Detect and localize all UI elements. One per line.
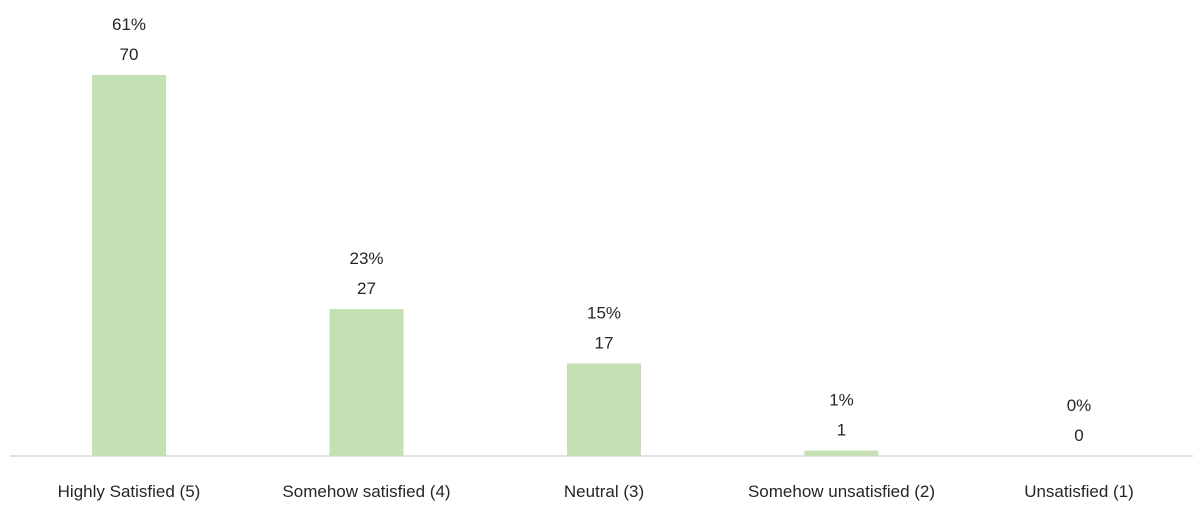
value-labels-layer: 61% 70 23% 27 15% 17 1% 1 0% 0 (112, 15, 1091, 445)
category-tick-label: Highly Satisfied (5) (58, 482, 201, 501)
category-tick-label: Unsatisfied (1) (1024, 482, 1134, 501)
bars-layer (92, 75, 879, 456)
bar (804, 450, 879, 456)
bar (92, 75, 166, 456)
percent-data-label: 61% (112, 15, 146, 34)
percent-data-label: 0% (1067, 396, 1092, 415)
count-data-label: 70 (120, 45, 139, 64)
bar (567, 363, 641, 456)
percent-data-label: 15% (587, 303, 621, 322)
percent-data-label: 1% (829, 391, 854, 410)
category-tick-label: Somehow satisfied (4) (282, 482, 450, 501)
count-data-label: 0 (1074, 426, 1083, 445)
count-data-label: 1 (837, 421, 846, 440)
bar (329, 309, 404, 456)
count-data-label: 27 (357, 279, 376, 298)
category-tick-label: Neutral (3) (564, 482, 644, 501)
category-tick-label: Somehow unsatisfied (2) (748, 482, 935, 501)
category-labels-layer: Highly Satisfied (5) Somehow satisfied (4… (58, 482, 1134, 501)
percent-data-label: 23% (349, 249, 383, 268)
count-data-label: 17 (595, 333, 614, 352)
